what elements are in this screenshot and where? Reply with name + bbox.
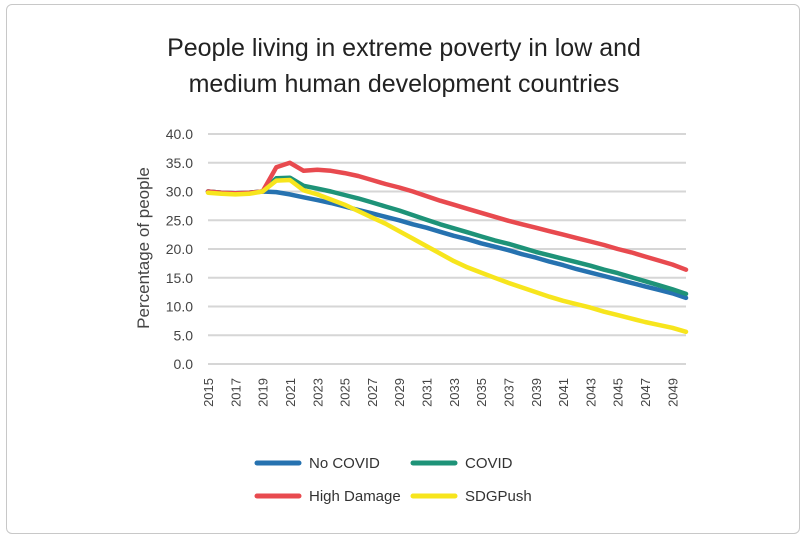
y-tick-label: 10.0 [166,299,193,315]
x-tick-label: 2023 [310,378,325,407]
x-tick-label: 2017 [228,378,243,407]
chart-title-line-2: medium human development countries [188,70,620,98]
y-tick-label: 15.0 [166,270,193,286]
x-tick-label: 2029 [392,378,407,407]
x-tick-label: 2037 [501,378,516,407]
x-tick-label: 2045 [611,378,626,407]
x-tick-label: 2047 [638,378,653,407]
x-tick-label: 2025 [338,378,353,407]
y-tick-label: 5.0 [174,327,194,343]
x-tick-label: 2035 [474,378,489,407]
y-tick-label: 40.0 [166,126,193,142]
legend-label-no-covid: No COVID [309,455,380,472]
x-tick-label: 2043 [583,378,598,407]
y-axis-ticks: 0.0 5.0 10.0 15.0 20.0 25.0 30.0 35.0 40.0 [166,126,193,372]
x-axis-ticks: 2015 2017 2019 2021 2023 2025 2027 2029 2031 2033… [201,378,680,407]
series-line-no-covid [205,189,689,301]
series-line-sdgpush [205,177,689,335]
y-tick-label: 20.0 [166,241,193,257]
legend-label-sdgpush: SDGPush [465,488,532,505]
y-tick-label: 30.0 [166,184,193,200]
series-lines [205,160,689,335]
x-tick-label: 2027 [365,378,380,407]
legend-label-covid: COVID [465,455,513,472]
legend: No COVID COVID High Damage SDGPush [254,455,532,505]
y-tick-label: 25.0 [166,212,193,228]
chart-title: People living in extreme poverty in low … [0,30,808,102]
series-line-covid [205,175,689,297]
series-line-high-damage [205,160,689,272]
x-tick-label: 2033 [447,378,462,407]
x-tick-label: 2031 [420,378,435,407]
y-tick-label: 35.0 [166,155,193,171]
x-tick-label: 2015 [201,378,216,407]
x-tick-label: 2019 [256,378,271,407]
x-tick-label: 2039 [529,378,544,407]
legend-label-high-damage: High Damage [309,488,401,505]
x-tick-label: 2041 [556,378,571,407]
chart-title-line-1: People living in extreme poverty in low … [167,34,641,62]
x-tick-label: 2049 [665,378,680,407]
x-tick-label: 2021 [283,378,298,407]
y-axis-label: Percentage of people [134,167,153,329]
line-chart: 0.05.010.015.020.025.030.035.040.0 2015 2… [134,126,689,505]
y-tick-label: 0.0 [174,356,194,372]
